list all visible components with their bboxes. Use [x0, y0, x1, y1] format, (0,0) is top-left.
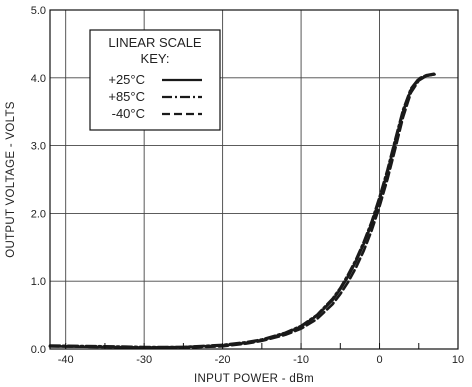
legend: LINEAR SCALE KEY: +25°C +85°C -40°C: [89, 29, 221, 131]
x-tick-label: 0: [376, 354, 382, 366]
series-line: [48, 73, 436, 349]
y-tick-label: 5.0: [31, 5, 46, 17]
x-tick-label: -40: [58, 354, 74, 366]
x-axis-label: INPUT POWER - dBm: [194, 373, 314, 385]
x-tick-label: -30: [136, 354, 152, 366]
legend-subtitle: KEY:: [141, 51, 170, 66]
legend-label: +85°C: [108, 89, 145, 104]
legend-title: LINEAR SCALE: [108, 35, 202, 50]
y-tick-label: 4.0: [31, 73, 46, 85]
tick-labels: -40 -30 -20 -10 0 10 0.0 1.0 2.0 3.0 4.0 5.0: [31, 5, 464, 366]
legend-items: +25°C +85°C -40°C: [108, 72, 202, 121]
x-tick-label: -10: [293, 354, 309, 366]
legend-label: -40°C: [112, 106, 145, 121]
series-line: [48, 72, 436, 349]
y-axis-label: OUTPUT VOLTAGE - VOLTS: [5, 101, 17, 258]
legend-label: +25°C: [108, 72, 145, 87]
y-tick-label: 3.0: [31, 141, 46, 153]
x-tick-label: -20: [215, 354, 231, 366]
y-tick-label: 0.0: [31, 344, 46, 356]
plot-frame: [49, 9, 459, 350]
y-tick-label: 1.0: [31, 276, 46, 288]
y-tick-label: 2.0: [31, 208, 46, 220]
data-curves: [48, 72, 436, 349]
x-tick-label: 10: [452, 354, 464, 366]
